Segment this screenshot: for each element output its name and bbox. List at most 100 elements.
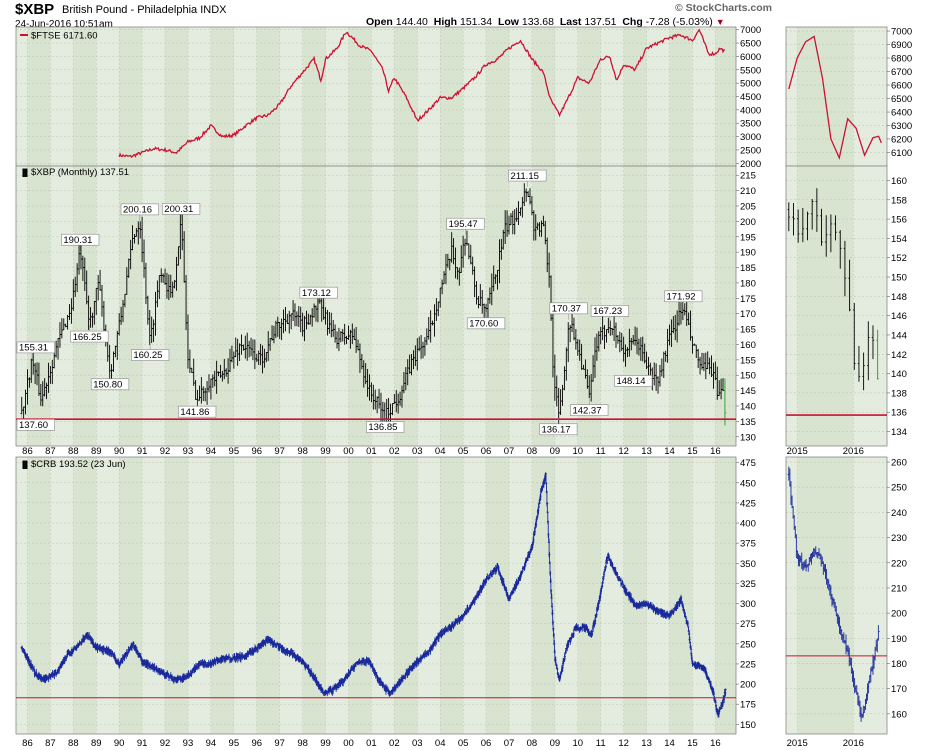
year-band xyxy=(210,166,234,446)
y-tick-label: 6900 xyxy=(891,40,912,51)
annotation-box xyxy=(590,305,629,317)
instrument-name: British Pound - Philadelphia xyxy=(62,4,198,16)
exchange-code: INDX xyxy=(200,4,227,16)
y-tick-label: 7000 xyxy=(740,25,761,36)
last-label: Last xyxy=(559,16,582,28)
year-band xyxy=(577,457,601,734)
annotation-box xyxy=(570,404,609,417)
y-tick-label: 5000 xyxy=(740,79,761,90)
annotation-box xyxy=(508,169,547,182)
annotation-box xyxy=(90,378,130,391)
peak-annotation: 195.47 xyxy=(449,219,478,230)
y-tick-label: 200 xyxy=(740,680,756,691)
y-tick-label: 148 xyxy=(891,292,907,303)
year-band xyxy=(348,457,372,734)
high-label: High xyxy=(433,16,458,28)
y-tick-label: 175 xyxy=(740,700,756,711)
year-band xyxy=(531,166,555,446)
y-tick-label: 138 xyxy=(891,388,907,399)
open-value: 144.40 xyxy=(395,16,428,28)
annotation-box xyxy=(16,341,55,354)
y-tick-label: 142 xyxy=(891,350,907,361)
panel-border xyxy=(15,456,737,735)
year-band xyxy=(165,457,188,734)
open-label: Open xyxy=(366,16,393,28)
y-tick-label: 4000 xyxy=(740,105,761,116)
peak-annotation: 150.80 xyxy=(93,379,122,390)
peak-annotation: 148.14 xyxy=(616,376,645,387)
y-tick-label: 6500 xyxy=(740,39,761,50)
annotation-box xyxy=(446,217,485,230)
year-band xyxy=(73,166,97,446)
down-arrow-icon: ▼ xyxy=(715,17,725,27)
y-tick-label: 154 xyxy=(891,234,907,245)
y-tick-label: 425 xyxy=(740,498,756,509)
peak-annotation: 170.37 xyxy=(552,304,581,315)
peak-annotation: 170.60 xyxy=(469,319,498,330)
annotation-box xyxy=(366,421,405,433)
year-band xyxy=(715,166,736,446)
y-tick-label: 4500 xyxy=(740,92,761,103)
y-tick-label: 165 xyxy=(740,325,756,336)
y-tick-label: 135 xyxy=(740,417,756,428)
year-band xyxy=(27,166,51,446)
y-tick-label: 145 xyxy=(740,386,756,397)
peak-annotation: 167.23 xyxy=(593,306,622,317)
year-band xyxy=(531,457,555,734)
y-tick-label: 155 xyxy=(740,355,756,366)
year-band xyxy=(210,457,234,734)
y-tick-label: 156 xyxy=(891,215,907,226)
low-label: Low xyxy=(497,16,519,28)
y-tick-label: 170 xyxy=(740,309,756,320)
y-tick-label: 130 xyxy=(740,432,756,443)
y-tick-label: 6700 xyxy=(891,67,912,78)
y-tick-label: 146 xyxy=(891,311,907,322)
y-tick-label: 400 xyxy=(740,519,756,530)
peak-annotation: 200.31 xyxy=(164,204,193,215)
annotation-box xyxy=(178,405,217,418)
peak-annotation: 136.85 xyxy=(368,422,397,433)
annotation-box xyxy=(299,286,338,299)
annotation-box xyxy=(16,419,55,431)
peak-annotation: 211.15 xyxy=(511,171,539,182)
annotation-box xyxy=(539,423,578,436)
y-tick-label: 152 xyxy=(891,253,907,264)
brand-watermark: © StockCharts.com xyxy=(675,2,773,14)
year-band xyxy=(440,166,464,446)
panel-border xyxy=(785,165,888,447)
year-band xyxy=(27,27,51,166)
y-tick-label: 195 xyxy=(740,232,756,243)
annotation-box xyxy=(131,349,170,361)
year-band xyxy=(119,27,143,166)
xbp-panel: 130 135 140 145 150 155 160 165 170 175 180 185 190 1… xyxy=(15,165,756,447)
y-tick-label: 210 xyxy=(740,186,756,197)
chg-label: Chg xyxy=(622,16,643,28)
y-tick-label: 185 xyxy=(740,263,756,274)
peak-annotation: 173.12 xyxy=(302,288,331,299)
year-band xyxy=(531,27,555,166)
year-band xyxy=(256,457,280,734)
year-band xyxy=(256,166,280,446)
annotation-box xyxy=(466,317,506,330)
peak-annotation: 137.60 xyxy=(19,420,48,431)
ftse-panel: 2000 2500 3000 3500 4000 4500 5000 5500 6000 6500… xyxy=(15,25,761,170)
y-tick-label: 300 xyxy=(740,599,756,610)
y-tick-label: 250 xyxy=(740,639,756,650)
y-tick-label: 3500 xyxy=(740,119,761,130)
year-band xyxy=(73,457,97,734)
year-band xyxy=(623,27,647,166)
y-tick-label: 158 xyxy=(891,195,907,206)
ftse-inset-panel: 6100 6200 6300 6400 6500 6600 6700 6800 6900 7000 xyxy=(785,27,912,167)
last-value: 137.51 xyxy=(584,16,617,28)
peak-annotation: 166.25 xyxy=(73,332,102,343)
y-tick-label: 450 xyxy=(740,478,756,489)
year-band xyxy=(623,457,647,734)
ohlc-summary: Open 144.40 High 151.34 Low 133.68 Last … xyxy=(366,16,725,28)
crb-panel: 150 175 200 225 250 275 300 325 350 375 400 425 450 4… xyxy=(15,456,756,735)
y-tick-label: 225 xyxy=(740,659,756,670)
peak-annotation: 190.31 xyxy=(63,235,92,246)
peak-annotation: 171.92 xyxy=(666,291,695,302)
y-tick-label: 144 xyxy=(891,330,907,341)
y-tick-label: 6200 xyxy=(891,135,912,146)
